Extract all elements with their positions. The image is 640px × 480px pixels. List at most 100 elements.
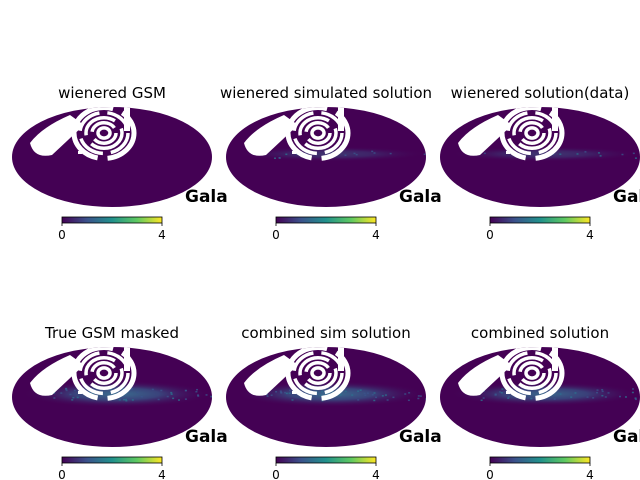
emission-speck xyxy=(634,157,637,159)
emission-speck xyxy=(417,395,420,397)
emission-speck xyxy=(631,391,634,394)
emission-speck xyxy=(619,395,622,398)
colorbar xyxy=(489,216,591,224)
emission-speck xyxy=(184,389,187,392)
emission-speck xyxy=(319,394,322,397)
coord-label: Gala xyxy=(613,187,640,207)
mask-ring xyxy=(292,110,344,156)
emission-speck xyxy=(205,394,208,396)
mask-dot xyxy=(506,391,510,394)
colorbar-tick-label: 0 xyxy=(272,468,280,480)
mask-blob xyxy=(30,355,84,396)
mask-ring xyxy=(499,107,565,161)
emission-speck xyxy=(559,393,562,395)
emission-speck xyxy=(607,392,610,394)
emission-speck xyxy=(315,390,318,393)
emission-speck xyxy=(574,392,577,394)
emission-speck xyxy=(69,393,72,396)
mask-dot xyxy=(78,151,82,154)
emission-speck xyxy=(170,393,173,395)
map-panel-3: wienered solution(data) Gala 0 4 xyxy=(440,84,640,242)
emission-speck xyxy=(125,398,128,401)
emission-speck xyxy=(88,391,91,393)
colorbar xyxy=(61,216,163,224)
mask-ring xyxy=(506,110,558,156)
mask-ring xyxy=(310,366,326,380)
emission-speck xyxy=(210,396,212,398)
mask-ring xyxy=(71,107,137,161)
emission-speck xyxy=(353,152,356,155)
emission-speck xyxy=(408,392,411,394)
emission-speck xyxy=(530,397,533,400)
colorbar-tick-label: 0 xyxy=(58,468,66,480)
emission-speck xyxy=(624,396,627,398)
mask-ring xyxy=(285,107,351,161)
mask-ring xyxy=(518,121,546,145)
emission-speck xyxy=(157,398,160,401)
mask-strip xyxy=(338,107,344,131)
emission-speck xyxy=(597,152,600,154)
mask-ring xyxy=(298,355,338,391)
coord-label: Gala xyxy=(399,187,442,207)
mask-dot xyxy=(292,391,296,394)
colorbar xyxy=(275,456,377,464)
emission-speck xyxy=(184,398,187,400)
emission-speck xyxy=(386,399,389,401)
coord-label: Gala xyxy=(185,187,228,207)
mask-ring xyxy=(304,361,332,385)
mask-region xyxy=(244,107,351,161)
emission-speck xyxy=(357,390,360,392)
emission-speck xyxy=(570,396,573,398)
emission-speck xyxy=(170,391,173,394)
emission-speck xyxy=(118,399,121,401)
emission-speck xyxy=(177,399,180,401)
emission-speck xyxy=(288,392,291,394)
emission-speck xyxy=(344,154,347,156)
emission-speck xyxy=(500,391,503,394)
emission-speck xyxy=(621,153,624,156)
mask-ring xyxy=(84,115,124,151)
emission-speck xyxy=(278,157,281,159)
emission-speck xyxy=(381,395,384,397)
emission-speck xyxy=(291,399,294,401)
emission-speck xyxy=(601,390,604,393)
emission-speck xyxy=(404,393,407,395)
colorbar-tick-label: 4 xyxy=(586,228,594,242)
emission-speck xyxy=(357,399,360,401)
emission-speck xyxy=(389,152,392,155)
mask-ring xyxy=(78,350,130,396)
mask-ring xyxy=(512,355,552,391)
emission-speck xyxy=(494,393,497,396)
mask-blob xyxy=(458,115,512,156)
emission-speck xyxy=(270,394,273,396)
emission-speck xyxy=(483,152,486,155)
emission-speck xyxy=(366,392,369,394)
mask-strip xyxy=(124,107,130,131)
mask-strip xyxy=(552,347,558,371)
coord-label: Gala xyxy=(613,427,640,447)
emission-speck xyxy=(371,150,374,153)
mask-strip xyxy=(338,347,344,371)
emission-speck xyxy=(140,395,143,398)
emission-speck xyxy=(632,152,635,155)
colorbar-tick-label: 4 xyxy=(372,228,380,242)
emission-speck xyxy=(166,395,169,398)
emission-speck xyxy=(499,391,502,393)
mask-ring xyxy=(96,366,112,380)
emission-speck xyxy=(344,390,347,393)
map-panel-6: combined solution Gala 0 4 xyxy=(440,324,640,480)
mask-ring xyxy=(292,350,344,396)
mask-region xyxy=(30,347,137,401)
emission-speck xyxy=(197,395,200,397)
emission-speck xyxy=(266,393,269,396)
map-panel-2: wienered simulated solution Gala 0 4 xyxy=(220,84,442,242)
emission-speck xyxy=(507,397,510,399)
emission-speck xyxy=(586,396,589,398)
emission-speck xyxy=(576,153,579,155)
emission-speck xyxy=(109,388,112,391)
colorbar xyxy=(275,216,377,224)
emission-speck xyxy=(76,396,79,399)
mask-region xyxy=(30,107,137,161)
colorbar-tick-label: 4 xyxy=(372,468,380,480)
